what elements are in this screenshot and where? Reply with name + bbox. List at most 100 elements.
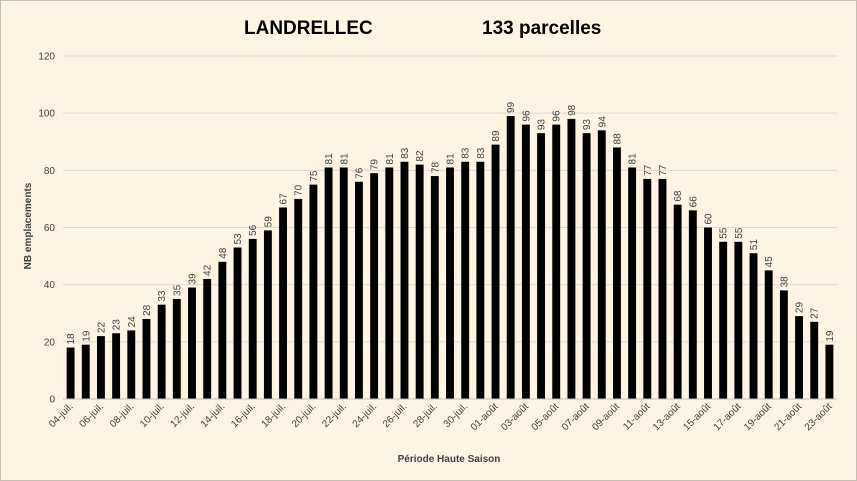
data-label: 19 [825, 330, 836, 342]
bar [354, 181, 363, 399]
x-tick-label: 14-juil. [199, 401, 228, 430]
bar [309, 184, 318, 399]
x-tick-label: 24-juil. [351, 401, 380, 430]
x-tick-label: 22-juil. [320, 401, 349, 430]
bar [112, 333, 121, 399]
bar [430, 176, 439, 399]
chart-subtitle: 133 parcelles [482, 18, 601, 39]
data-label: 68 [673, 190, 684, 202]
bar [825, 344, 834, 399]
data-label: 96 [521, 110, 532, 122]
bar [218, 261, 227, 399]
bar [567, 118, 576, 399]
bar [172, 298, 181, 399]
data-label: 18 [66, 333, 77, 345]
bar [764, 270, 773, 399]
x-tick-label: 11-août [621, 401, 652, 432]
bar [461, 161, 470, 399]
x-axis-title: Période Haute Saison [398, 454, 501, 465]
bar [582, 133, 591, 400]
bar [719, 241, 728, 399]
bar [628, 167, 637, 399]
data-label: 60 [704, 213, 715, 225]
data-label: 22 [96, 322, 107, 334]
y-tick-label: 20 [44, 337, 56, 348]
bar [673, 204, 682, 399]
data-label: 59 [263, 216, 274, 228]
y-tick-label: 80 [44, 166, 56, 177]
data-label: 81 [339, 153, 350, 165]
data-label: 23 [112, 319, 123, 331]
data-label: 27 [810, 307, 821, 319]
data-label: 82 [415, 150, 426, 162]
data-label: 88 [612, 133, 623, 145]
data-label: 93 [582, 119, 593, 131]
data-label: 53 [233, 233, 244, 245]
bar [157, 304, 166, 399]
bar [688, 210, 697, 399]
data-label: 56 [248, 224, 259, 236]
data-label: 38 [779, 276, 790, 288]
data-label: 75 [309, 170, 320, 182]
data-label: 42 [203, 264, 214, 276]
x-tick-label: 23-août [803, 401, 835, 433]
data-label: 77 [658, 164, 669, 176]
bar [294, 198, 303, 399]
bar [81, 344, 90, 399]
x-tick-label: 12-juil. [169, 401, 198, 430]
data-label: 66 [688, 196, 699, 208]
x-tick-label: 21-août [772, 401, 804, 433]
bar [521, 124, 530, 399]
y-axis-ticks: 0 20 40 60 80 100 120 [38, 52, 55, 406]
data-label: 78 [430, 161, 441, 173]
data-label: 81 [446, 153, 457, 165]
x-tick-label: 15-août [681, 401, 713, 433]
bar [96, 336, 105, 399]
bar [537, 133, 546, 400]
x-tick-label: 01-août [469, 401, 501, 433]
chart-title: LANDRELLEC [244, 18, 373, 39]
bar [415, 164, 424, 399]
bar [810, 321, 819, 399]
data-label: 81 [385, 153, 396, 165]
x-tick-label: 13-août [651, 401, 683, 433]
x-tick-label: 10-juil. [138, 401, 167, 430]
data-label: 76 [354, 167, 365, 179]
data-label: 29 [795, 302, 806, 314]
data-label: 24 [127, 316, 138, 328]
data-label: 83 [461, 147, 472, 159]
bar [612, 147, 621, 399]
x-tick-label: 04-juil. [47, 401, 76, 430]
bar [446, 167, 454, 399]
data-label: 45 [764, 256, 775, 268]
bar [339, 167, 348, 399]
x-tick-label: 05-août [530, 401, 562, 433]
bar [643, 178, 652, 399]
data-label: 89 [491, 130, 502, 142]
x-tick-label: 20-juil. [290, 401, 319, 430]
bar [66, 347, 75, 399]
bar [749, 253, 758, 399]
data-label: 83 [400, 147, 411, 159]
x-tick-label: 16-juil. [229, 401, 258, 430]
bar [142, 318, 151, 399]
data-label: 99 [506, 101, 517, 113]
bar [263, 230, 272, 399]
bar [203, 278, 212, 399]
x-tick-label: 07-août [560, 401, 592, 433]
bar [476, 161, 485, 399]
y-tick-label: 100 [38, 109, 55, 120]
bar [658, 178, 667, 399]
data-label: 81 [628, 153, 639, 165]
x-tick-label: 06-juil. [77, 401, 106, 430]
data-label: 93 [537, 119, 548, 131]
bar [233, 247, 242, 399]
data-labels: 18 19 22 23 24 28 33 35 39 42 48 53 56 59 67 70 75 81 81 76… [66, 101, 836, 344]
bar [795, 316, 804, 399]
bar [552, 124, 561, 399]
data-label: 81 [324, 153, 335, 165]
x-tick-label: 08-juil. [108, 401, 137, 430]
data-label: 94 [597, 116, 608, 128]
data-label: 96 [552, 110, 563, 122]
